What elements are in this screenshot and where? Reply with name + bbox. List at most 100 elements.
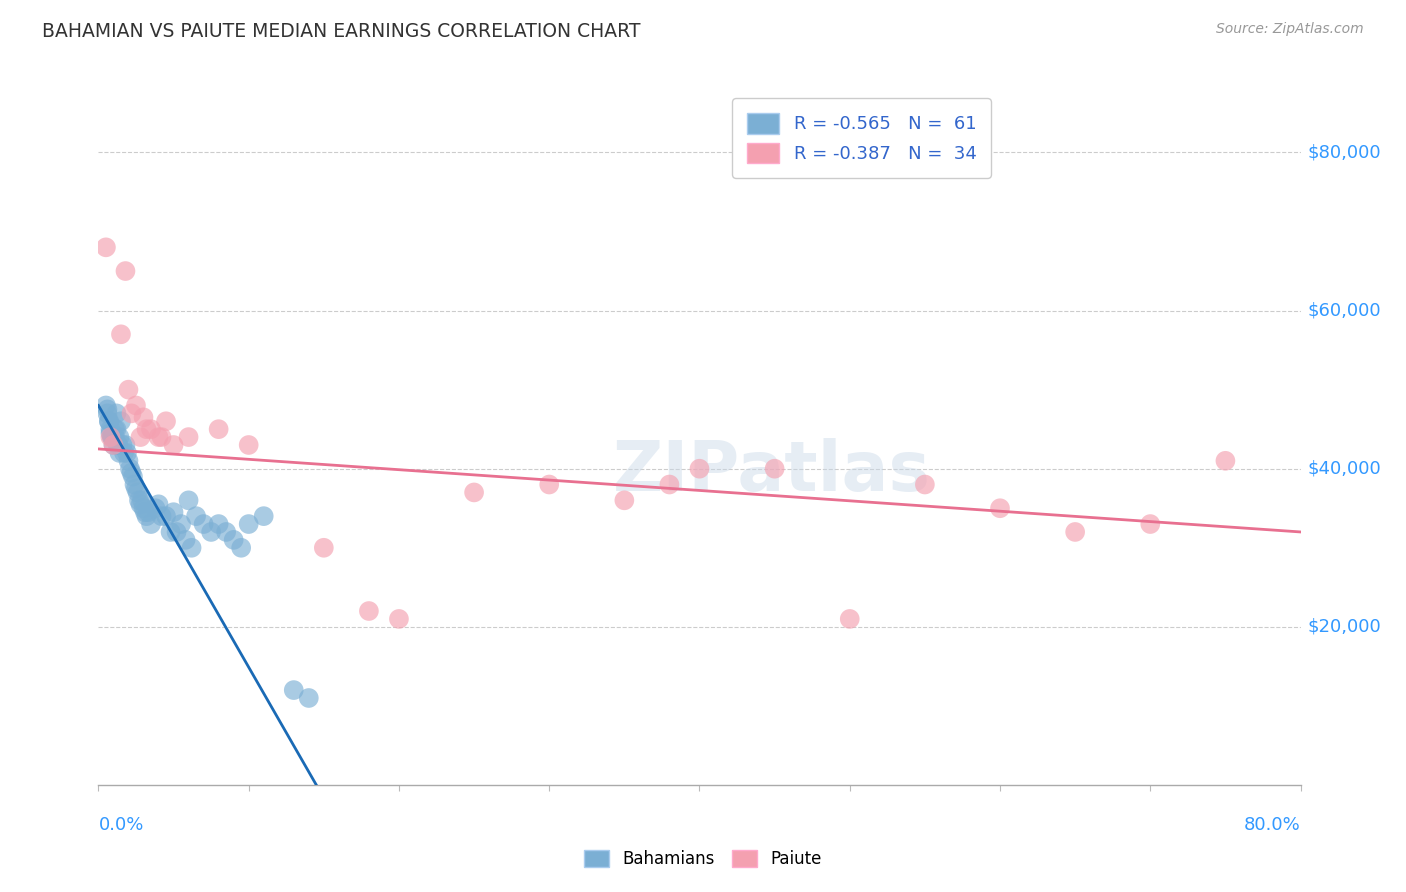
Point (688, 461, 710, 475)
Point (155, 509, 177, 524)
Point (357, 604, 380, 618)
Point (193, 516, 215, 531)
Point (114, 264, 136, 278)
Point (121, 466, 143, 480)
Point (159, 524, 181, 539)
Point (114, 438, 136, 452)
Point (100, 422, 122, 436)
Point (111, 438, 134, 452)
Point (115, 446, 138, 460)
Point (170, 516, 193, 531)
Point (107, 438, 129, 452)
Point (238, 438, 260, 452)
Text: ZIPatlas: ZIPatlas (613, 438, 931, 506)
Point (763, 461, 786, 475)
Point (150, 430, 173, 444)
Point (463, 485, 485, 500)
Point (148, 430, 170, 444)
Point (104, 422, 127, 436)
Point (104, 430, 127, 444)
Text: $80,000: $80,000 (1308, 144, 1381, 161)
Point (108, 446, 131, 460)
Point (96, 402, 118, 417)
Text: $40,000: $40,000 (1308, 459, 1381, 478)
Point (988, 501, 1011, 516)
Point (238, 516, 260, 531)
Point (215, 524, 238, 539)
Point (118, 461, 141, 475)
Point (135, 422, 157, 436)
Point (838, 612, 860, 626)
Point (145, 501, 167, 516)
Point (1139, 516, 1161, 531)
Point (128, 493, 150, 508)
Legend: Bahamians, Paiute: Bahamians, Paiute (578, 843, 828, 875)
Point (129, 430, 152, 444)
Point (200, 524, 222, 539)
Point (253, 509, 276, 524)
Point (107, 438, 129, 452)
Text: 80.0%: 80.0% (1244, 816, 1301, 834)
Point (134, 505, 156, 519)
Point (97, 414, 120, 428)
Point (117, 383, 139, 397)
Point (100, 430, 122, 444)
Point (97, 414, 120, 428)
Legend: R = -0.565   N =  61, R = -0.387   N =  34: R = -0.565 N = 61, R = -0.387 N = 34 (733, 98, 991, 178)
Point (388, 612, 411, 626)
Point (139, 516, 162, 531)
Point (180, 541, 202, 555)
Point (110, 414, 132, 428)
Point (103, 430, 125, 444)
Point (658, 477, 681, 491)
Point (112, 446, 135, 460)
Text: $20,000: $20,000 (1308, 618, 1381, 636)
Point (122, 469, 145, 483)
Point (283, 683, 305, 698)
Text: Source: ZipAtlas.com: Source: ZipAtlas.com (1216, 22, 1364, 37)
Point (177, 493, 200, 508)
Point (208, 422, 231, 436)
Point (94, 240, 117, 254)
Point (103, 438, 125, 452)
Point (174, 533, 197, 547)
Point (110, 327, 132, 342)
Point (177, 430, 200, 444)
Point (538, 477, 561, 491)
Point (125, 482, 148, 496)
Point (100, 426, 122, 441)
Text: BAHAMIAN VS PAIUTE MEDIAN EARNINGS CORRELATION CHART: BAHAMIAN VS PAIUTE MEDIAN EARNINGS CORRE… (42, 22, 641, 41)
Point (129, 497, 152, 511)
Point (208, 516, 231, 531)
Text: $60,000: $60,000 (1308, 301, 1381, 319)
Point (136, 505, 159, 519)
Point (155, 414, 177, 428)
Point (184, 509, 207, 524)
Point (103, 438, 125, 452)
Point (222, 533, 245, 547)
Point (298, 690, 321, 705)
Point (1215, 454, 1237, 468)
Point (150, 509, 173, 524)
Point (1064, 524, 1087, 539)
Point (162, 505, 184, 519)
Point (231, 541, 253, 555)
Point (914, 477, 936, 491)
Point (105, 406, 128, 420)
Point (101, 430, 124, 444)
Point (166, 524, 188, 539)
Point (312, 541, 335, 555)
Point (101, 430, 124, 444)
Point (96, 406, 118, 420)
Point (132, 410, 155, 425)
Point (135, 509, 157, 524)
Point (131, 493, 153, 508)
Point (613, 493, 636, 508)
Point (124, 477, 146, 491)
Point (117, 454, 139, 468)
Point (162, 438, 184, 452)
Text: 0.0%: 0.0% (98, 816, 143, 834)
Point (94, 399, 117, 413)
Point (127, 485, 149, 500)
Point (108, 430, 131, 444)
